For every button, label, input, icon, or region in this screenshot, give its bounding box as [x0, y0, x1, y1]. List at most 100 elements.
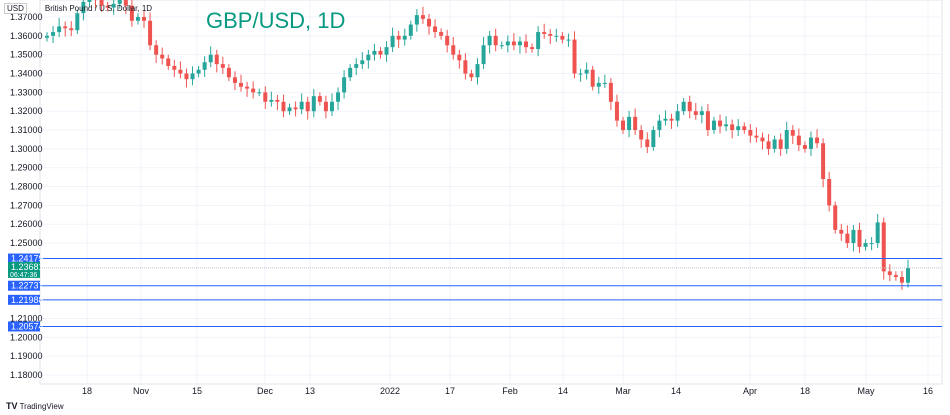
candle-body: [469, 73, 474, 78]
candle-body: [329, 101, 334, 112]
x-tick-label: Apr: [743, 386, 757, 396]
x-tick-label: 13: [305, 386, 315, 396]
candle-body: [481, 45, 486, 65]
level-label: 1.20574: [11, 321, 44, 331]
candle-body: [226, 67, 231, 78]
candle-body: [384, 47, 389, 55]
candle-body: [117, 0, 122, 4]
candle-body: [342, 77, 347, 93]
y-tick-label: 1.30000: [10, 144, 43, 154]
current-price-label: 1.23681: [11, 262, 44, 272]
candle-body: [596, 82, 601, 87]
candle-body: [669, 118, 674, 121]
level-label: 1.24179: [11, 254, 44, 264]
candle-body: [857, 229, 862, 247]
candle-body: [45, 35, 49, 38]
candle-body: [815, 137, 820, 144]
x-tick-label: 16: [923, 386, 933, 396]
candle-body: [426, 18, 431, 27]
candle-body: [633, 116, 638, 131]
candle-body: [578, 73, 583, 75]
level-label: 1.22737: [11, 281, 44, 291]
candle-body: [305, 101, 310, 112]
candle-body: [790, 130, 795, 136]
candle-body: [190, 73, 195, 80]
y-tick-label: 1.19000: [10, 351, 43, 361]
candle-body: [214, 54, 219, 65]
candle-body: [602, 82, 607, 84]
y-tick-label: 1.27000: [10, 200, 43, 210]
candle-body: [160, 54, 165, 59]
candle-body: [802, 145, 807, 149]
candle-body: [851, 229, 856, 244]
candle-body: [548, 33, 553, 36]
level-tag: [8, 280, 40, 291]
candle-body: [172, 65, 177, 70]
candle-body: [899, 276, 904, 283]
x-tick-label: Nov: [133, 386, 150, 396]
candle-body: [445, 35, 450, 46]
candle-body: [408, 24, 413, 36]
candle-body: [257, 92, 262, 94]
currency-tag: USD: [4, 3, 27, 14]
candle-body: [457, 54, 462, 61]
y-tick-label: 1.18000: [10, 370, 43, 380]
candle-body: [724, 124, 729, 127]
candle-body: [766, 141, 771, 149]
candle-body: [560, 35, 565, 40]
x-tick-label: 14: [558, 386, 568, 396]
y-tick-label: 1.26000: [10, 219, 43, 229]
y-tick-label: 1.21000: [10, 313, 43, 323]
candle-body: [57, 26, 62, 33]
candle-body: [263, 92, 268, 102]
y-tick-label: 1.36000: [10, 31, 43, 41]
candle-body: [433, 26, 438, 33]
candle-body: [705, 111, 710, 131]
candle-body: [475, 64, 480, 78]
candle-body: [232, 77, 237, 83]
candle-body: [142, 17, 147, 21]
candle-body: [584, 69, 589, 74]
candle-body: [760, 137, 765, 142]
candle-body: [317, 96, 322, 102]
tv-logo-icon: TV: [6, 401, 18, 411]
candle-body: [154, 45, 159, 55]
candle-body: [827, 179, 832, 206]
candle-body: [245, 86, 250, 89]
y-tick-label: 1.37000: [10, 12, 43, 22]
candle-body: [414, 15, 419, 25]
candle-body: [845, 233, 850, 244]
candle-body: [863, 243, 868, 247]
candle-body: [614, 101, 619, 121]
candle-body: [123, 0, 128, 6]
y-tick-label: 1.29000: [10, 163, 43, 173]
candle-body: [87, 0, 92, 2]
candle-body: [111, 3, 116, 8]
candle-body: [699, 111, 704, 115]
candle-body: [178, 69, 183, 74]
candle-body: [511, 41, 516, 46]
level-tag: [8, 321, 40, 332]
candle-body: [451, 45, 456, 55]
candle-body: [542, 32, 547, 34]
candle-body: [348, 67, 353, 78]
candle-body: [208, 54, 213, 63]
candle-body: [784, 130, 789, 149]
candle-body: [821, 143, 826, 180]
x-tick-label: 18: [82, 386, 92, 396]
symbol-legend: USD British Pound / U.S. Dollar, 1D: [4, 3, 152, 14]
candle-body: [730, 124, 735, 131]
candle-body: [869, 243, 874, 245]
candle-body: [148, 20, 153, 46]
candle-body: [639, 130, 644, 140]
candle-body: [323, 101, 328, 112]
candle-body: [536, 32, 541, 50]
candle-body: [590, 69, 595, 87]
candle-body: [184, 73, 189, 80]
candle-body: [530, 47, 535, 50]
candle-body: [627, 116, 632, 131]
candle-body: [366, 54, 371, 61]
candle-body: [354, 64, 359, 68]
tradingview-logo: TV TradingView: [6, 401, 64, 411]
